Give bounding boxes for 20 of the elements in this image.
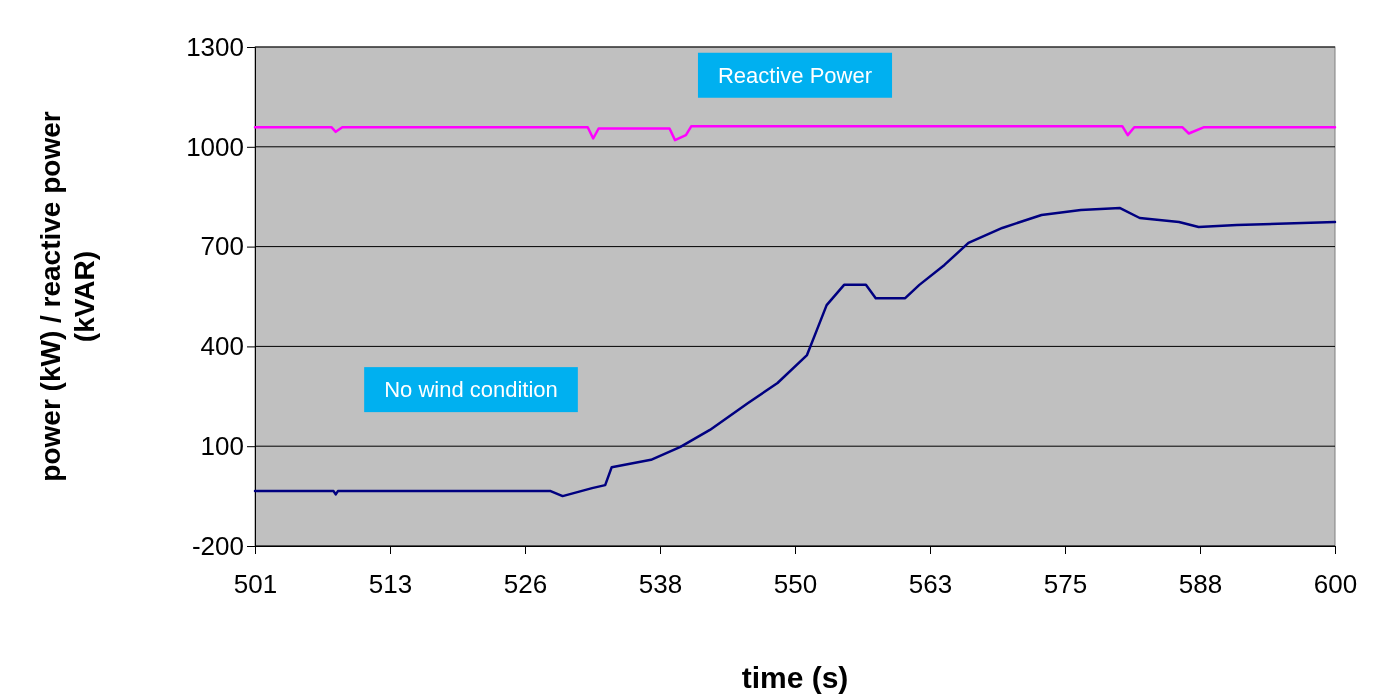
x-axis-title: time (s) (741, 661, 849, 694)
y-tick-label: 1300 (186, 31, 244, 62)
y-tick-label: -200 (191, 530, 244, 561)
x-tick-label: 600 (1313, 569, 1358, 600)
y-tick-label: 700 (200, 231, 244, 262)
y-tick-label: 1000 (186, 131, 244, 162)
x-tick-label: 538 (638, 569, 683, 600)
series-label: Reactive Power (717, 62, 873, 88)
x-tick-label: 588 (1178, 569, 1223, 600)
x-tick-label: 575 (1043, 569, 1088, 600)
y-axis-title: power (kW) / reactive power (kVAR) (35, 111, 100, 482)
y-tick-label: 400 (200, 331, 244, 362)
annotation: No wind condition (384, 377, 558, 403)
x-tick-label: 526 (503, 569, 548, 600)
y-tick-label: 100 (200, 431, 244, 462)
x-tick-label: 563 (908, 569, 953, 600)
x-tick-label: 501 (233, 569, 278, 600)
x-tick-label: 513 (368, 569, 413, 600)
x-tick-label: 550 (773, 569, 818, 600)
line-series (253, 124, 1337, 142)
